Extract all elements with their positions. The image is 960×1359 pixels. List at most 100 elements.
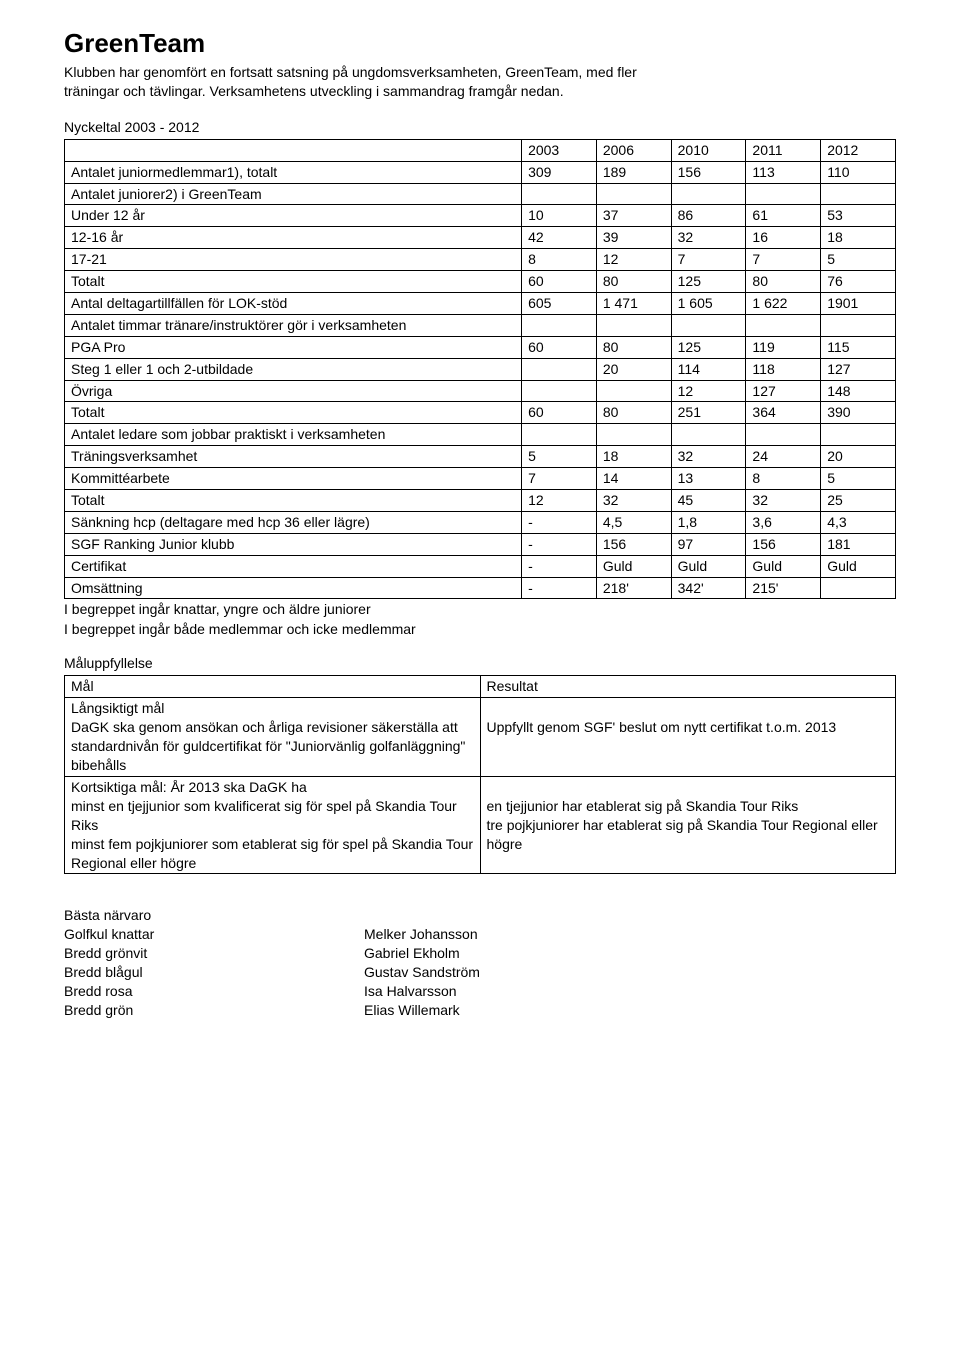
table-row: Antalet juniormedlemmar1), totalt3091891… xyxy=(65,161,896,183)
data-cell: 7 xyxy=(522,468,597,490)
goals-right-cell: en tjejjunior har etablerat sig på Skand… xyxy=(480,776,896,873)
data-cell: 37 xyxy=(596,205,671,227)
data-cell: 13 xyxy=(671,468,746,490)
data-cell xyxy=(596,380,671,402)
names-person: Melker Johansson xyxy=(364,925,480,944)
row-label: 12-16 år xyxy=(65,227,522,249)
data-cell: 18 xyxy=(821,227,896,249)
row-label: Antalet juniormedlemmar1), totalt xyxy=(65,161,522,183)
goals-right-cell: Uppfyllt genom SGF' beslut om nytt certi… xyxy=(480,698,896,777)
row-label: Sänkning hcp (deltagare med hcp 36 eller… xyxy=(65,511,522,533)
goals-line: tre pojkjuniorer har etablerat sig på Sk… xyxy=(487,817,878,852)
data-cell: 80 xyxy=(746,271,821,293)
data-cell: 76 xyxy=(821,271,896,293)
table-row: Antalet juniorer2) i GreenTeam xyxy=(65,183,896,205)
table-row: Omsättning-218'342'215' xyxy=(65,577,896,599)
row-label: Antalet ledare som jobbar praktiskt i ve… xyxy=(65,424,522,446)
row-label: SGF Ranking Junior klubb xyxy=(65,533,522,555)
goals-table: Mål Resultat Långsiktigt målDaGK ska gen… xyxy=(64,675,896,874)
data-cell: 114 xyxy=(671,358,746,380)
data-cell: 189 xyxy=(596,161,671,183)
names-group: Bredd rosa xyxy=(64,982,364,1001)
data-cell: 4,3 xyxy=(821,511,896,533)
data-cell: 60 xyxy=(522,271,597,293)
data-cell: 1901 xyxy=(821,293,896,315)
data-cell: 97 xyxy=(671,533,746,555)
table-row: SGF Ranking Junior klubb-15697156181 xyxy=(65,533,896,555)
table-row: Kommittéarbete7141385 xyxy=(65,468,896,490)
data-cell: 118 xyxy=(746,358,821,380)
data-cell: Guld xyxy=(671,555,746,577)
data-cell: 32 xyxy=(746,490,821,512)
table-row: Under 12 år1037866153 xyxy=(65,205,896,227)
table-row: Antalet ledare som jobbar praktiskt i ve… xyxy=(65,424,896,446)
goals-line: en tjejjunior har etablerat sig på Skand… xyxy=(487,798,799,814)
data-cell: 42 xyxy=(522,227,597,249)
data-cell: 7 xyxy=(746,249,821,271)
data-cell xyxy=(522,358,597,380)
intro-line: träningar och tävlingar. Verksamhetens u… xyxy=(64,83,564,99)
data-cell: 12 xyxy=(671,380,746,402)
page-title: GreenTeam xyxy=(64,28,896,59)
data-cell xyxy=(821,314,896,336)
data-cell xyxy=(821,424,896,446)
goals-header-left: Mål xyxy=(65,676,481,698)
data-cell: 5 xyxy=(821,468,896,490)
data-cell: 80 xyxy=(596,402,671,424)
goals-line: Kortsiktiga mål: År 2013 ska DaGK ha xyxy=(71,779,307,795)
names-row: Golfkul knattarMelker Johansson xyxy=(64,925,480,944)
data-cell: 605 xyxy=(522,293,597,315)
data-cell: 60 xyxy=(522,402,597,424)
intro-paragraph: Klubben har genomfört en fortsatt satsni… xyxy=(64,63,896,101)
data-cell: 156 xyxy=(746,533,821,555)
names-section: Bästa närvaro Golfkul knattarMelker Joha… xyxy=(64,906,896,1019)
data-cell: 218' xyxy=(596,577,671,599)
names-table: Golfkul knattarMelker Johansson Bredd grö… xyxy=(64,925,480,1019)
header-cell: 2011 xyxy=(746,139,821,161)
table-row: Antal deltagartillfällen för LOK-stöd605… xyxy=(65,293,896,315)
goals-section: Måluppfyllelse Mål Resultat Långsiktigt … xyxy=(64,655,896,874)
data-cell: 119 xyxy=(746,336,821,358)
goals-left-cell: Långsiktigt målDaGK ska genom ansökan oc… xyxy=(65,698,481,777)
table-row: Totalt60801258076 xyxy=(65,271,896,293)
goals-line: Långsiktigt mål xyxy=(71,700,164,716)
data-cell: 127 xyxy=(746,380,821,402)
data-cell: 5 xyxy=(821,249,896,271)
data-cell: 45 xyxy=(671,490,746,512)
data-cell: 4,5 xyxy=(596,511,671,533)
table-header-row: 2003 2006 2010 2011 2012 xyxy=(65,139,896,161)
table-row: Totalt1232453225 xyxy=(65,490,896,512)
data-cell: 156 xyxy=(596,533,671,555)
data-cell: 7 xyxy=(671,249,746,271)
header-cell: 2012 xyxy=(821,139,896,161)
data-cell: 32 xyxy=(596,490,671,512)
names-row: Bredd grönElias Willemark xyxy=(64,1001,480,1020)
data-cell: 86 xyxy=(671,205,746,227)
header-cell xyxy=(65,139,522,161)
data-cell: 53 xyxy=(821,205,896,227)
goals-row: Långsiktigt målDaGK ska genom ansökan oc… xyxy=(65,698,896,777)
data-cell: 181 xyxy=(821,533,896,555)
data-cell: 60 xyxy=(522,336,597,358)
data-cell xyxy=(746,183,821,205)
row-label: PGA Pro xyxy=(65,336,522,358)
data-cell: 125 xyxy=(671,271,746,293)
data-cell xyxy=(746,314,821,336)
goals-header-right: Resultat xyxy=(480,676,896,698)
data-cell xyxy=(522,424,597,446)
data-cell: 12 xyxy=(522,490,597,512)
data-cell: - xyxy=(522,511,597,533)
header-cell: 2010 xyxy=(671,139,746,161)
row-label: Omsättning xyxy=(65,577,522,599)
goals-line: Uppfyllt genom SGF' beslut om nytt certi… xyxy=(487,719,837,735)
names-row: Bredd blågulGustav Sandström xyxy=(64,963,480,982)
data-cell: 80 xyxy=(596,271,671,293)
data-cell: - xyxy=(522,533,597,555)
data-cell: 39 xyxy=(596,227,671,249)
table-body: Antalet juniormedlemmar1), totalt3091891… xyxy=(65,161,896,599)
data-cell xyxy=(596,424,671,446)
data-cell: 251 xyxy=(671,402,746,424)
data-cell: Guld xyxy=(596,555,671,577)
data-cell: 32 xyxy=(671,227,746,249)
data-cell: 390 xyxy=(821,402,896,424)
